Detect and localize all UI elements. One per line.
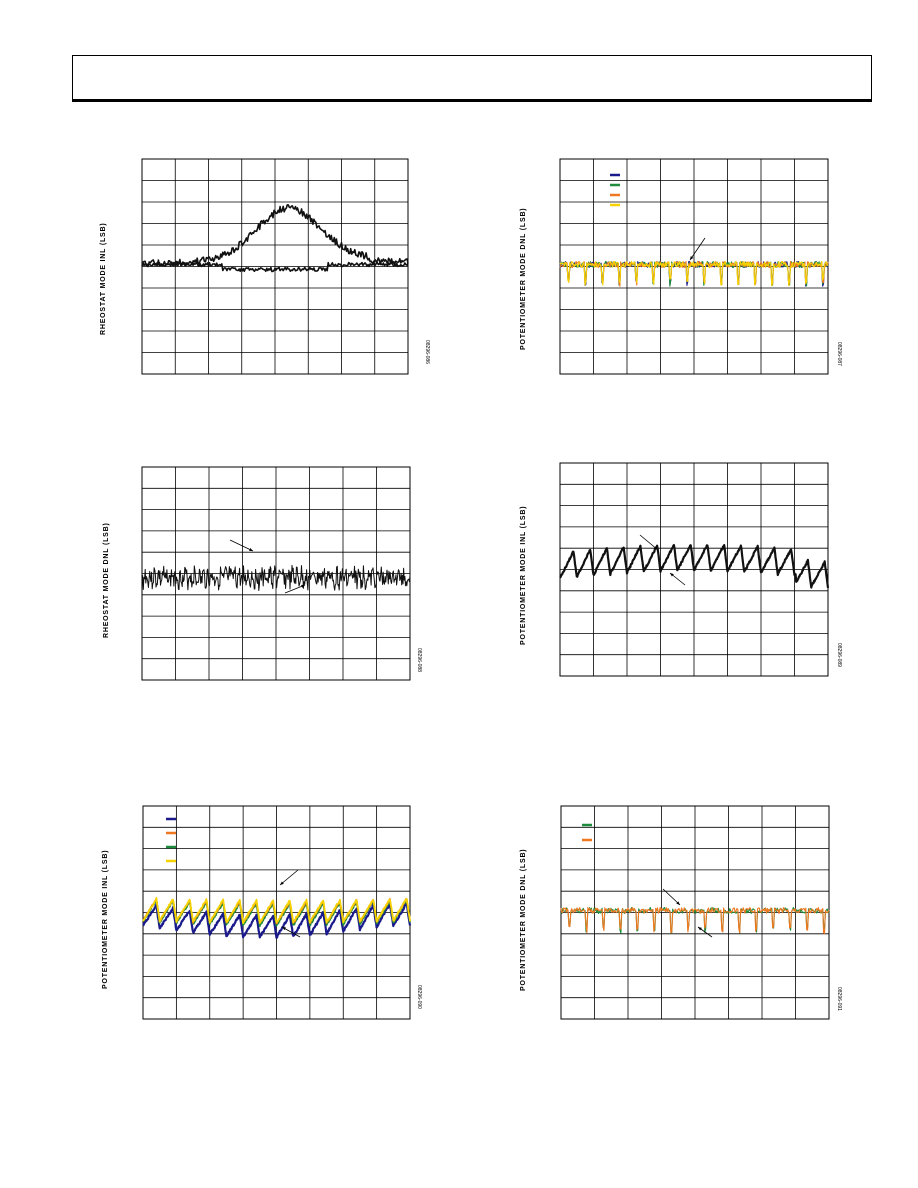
series-line xyxy=(559,543,830,589)
figure-id: 08296-091 xyxy=(836,987,842,1011)
series-line xyxy=(142,901,412,939)
figure-id: 08296-090 xyxy=(416,985,422,1009)
chart-panel-pot-inl-2: POTENTIOMETER MODE INL (LSB) 08296-090 xyxy=(100,797,430,1037)
chart-panel-pot-dnl-1: POTENTIOMETER MODE DNL (LSB) 08296-087 xyxy=(520,150,850,390)
annotation-arrowhead xyxy=(676,901,680,905)
figure-id: 08296-089 xyxy=(836,643,842,667)
annotation-arrow xyxy=(229,539,254,552)
figure-id: 08296-086 xyxy=(424,340,430,364)
series-line xyxy=(560,906,830,935)
grid xyxy=(141,158,409,375)
figure-id: 08296-088 xyxy=(416,648,422,672)
page-header-box xyxy=(72,55,872,102)
annotation-arrowhead xyxy=(670,573,674,577)
chart-plot-area xyxy=(142,805,412,1020)
series-line xyxy=(141,261,409,273)
chart-plot-area xyxy=(560,805,830,1020)
chart-plot-area xyxy=(141,158,409,375)
figure-id: 08296-087 xyxy=(836,342,842,366)
series-line xyxy=(559,260,829,287)
chart-plot-area xyxy=(559,158,829,375)
chart-panel-pot-inl-1: POTENTIOMETER MODE INL (LSB) 08296-089 xyxy=(520,455,850,695)
chart-panel-rheostat-dnl: RHEOSTAT MODE DNL (LSB) 08296-088 xyxy=(100,458,430,698)
chart-panel-rheostat-inl: RHEOSTAT MODE INL (LSB) 08296-086 xyxy=(100,150,430,390)
annotation-arrowhead xyxy=(698,927,702,931)
annotation-arrowhead xyxy=(301,584,305,588)
chart-panel-pot-dnl-2: POTENTIOMETER MODE DNL (LSB) 08296-091 xyxy=(520,797,850,1037)
chart-plot-area xyxy=(559,462,830,677)
annotation-arrow xyxy=(689,237,706,261)
grid xyxy=(559,158,829,375)
annotation-arrow xyxy=(662,888,681,906)
annotation-arrow xyxy=(639,534,659,551)
annotation-arrowhead xyxy=(280,881,284,885)
annotation-arrowhead xyxy=(690,256,694,260)
chart-plot-area xyxy=(141,466,411,681)
annotation-arrowhead xyxy=(282,927,286,931)
annotation-arrow xyxy=(279,869,299,886)
series-line xyxy=(142,897,411,925)
grid xyxy=(560,805,830,1020)
annotation-arrowhead xyxy=(654,546,658,550)
series-line xyxy=(141,564,411,591)
annotation-arrowhead xyxy=(249,548,253,551)
